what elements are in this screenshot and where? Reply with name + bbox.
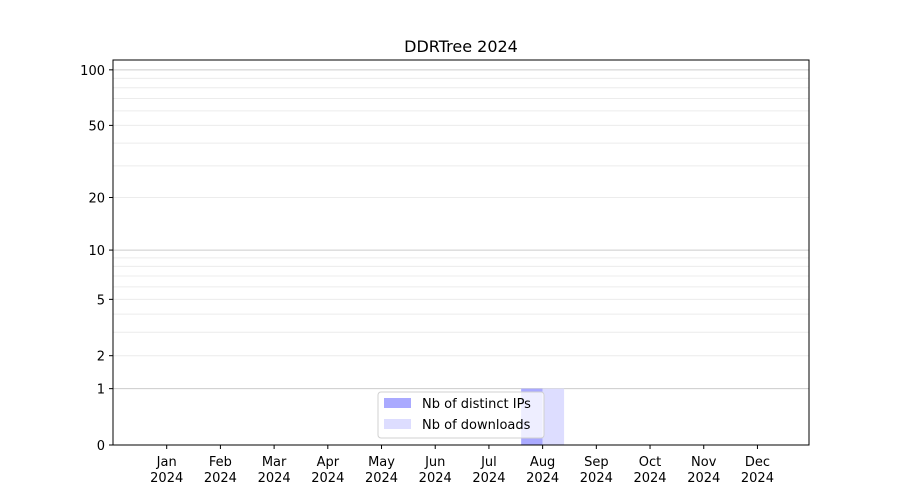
x-tick-label: May	[368, 455, 395, 470]
legend-label-distinct-ips: Nb of distinct IPs	[422, 397, 531, 412]
x-tick-label: 2024	[150, 471, 183, 486]
x-tick-label: 2024	[258, 471, 291, 486]
x-tick-label: Sep	[584, 455, 609, 470]
y-tick-label: 10	[88, 244, 105, 259]
x-tick-label: 2024	[204, 471, 237, 486]
x-tick-label: 2024	[633, 471, 666, 486]
legend-label-downloads: Nb of downloads	[422, 418, 531, 433]
y-tick-label: 1	[97, 383, 105, 398]
x-tick-label: 2024	[580, 471, 613, 486]
legend-swatch-downloads	[384, 419, 411, 429]
x-tick-label: Apr	[317, 455, 340, 470]
x-tick-label: 2024	[687, 471, 720, 486]
legend: Nb of distinct IPs Nb of downloads	[377, 391, 545, 439]
x-tick-label: 2024	[419, 471, 452, 486]
legend-frame	[377, 391, 545, 439]
plot-frame	[112, 59, 810, 446]
x-tick-label: 2024	[741, 471, 774, 486]
y-axis: 0 1 2 5 10 20 50 100	[80, 64, 113, 454]
x-tick-label: 2024	[526, 471, 559, 486]
y-tick-label: 50	[88, 119, 105, 134]
x-tick-label: Oct	[639, 455, 661, 470]
y-tick-label: 2	[97, 350, 105, 365]
y-tick-label: 5	[97, 293, 105, 308]
x-tick-label: Feb	[209, 455, 232, 470]
x-tick-label: Jan	[156, 455, 177, 470]
legend-swatch-distinct-ips	[384, 398, 411, 408]
y-tick-label: 0	[97, 439, 105, 454]
x-tick-label: Aug	[530, 455, 555, 470]
y-tick-label: 100	[80, 64, 105, 79]
x-tick-label: Mar	[262, 455, 287, 470]
x-tick-label: 2024	[472, 471, 505, 486]
x-axis: Jan2024Feb2024Mar2024Apr2024May2024Jun20…	[150, 445, 774, 486]
x-tick-label: 2024	[365, 471, 398, 486]
x-tick-label: Jul	[480, 455, 497, 470]
x-tick-label: Jun	[424, 455, 445, 470]
x-tick-label: Dec	[745, 455, 770, 470]
x-tick-label: Nov	[691, 455, 717, 470]
grid	[113, 69, 809, 390]
y-tick-label: 20	[88, 192, 105, 207]
x-tick-label: 2024	[311, 471, 344, 486]
bar-downloads	[542, 388, 565, 445]
chart-title: DDRTree 2024	[404, 37, 518, 56]
